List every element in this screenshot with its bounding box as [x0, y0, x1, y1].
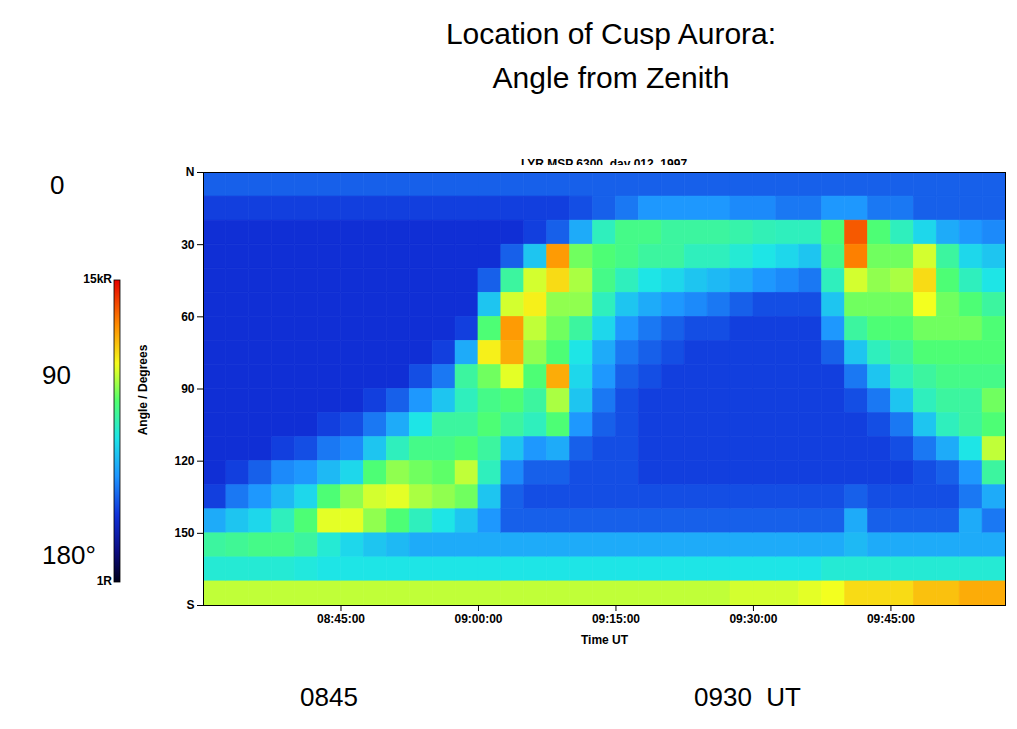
svg-text:Time UT: Time UT [581, 633, 629, 647]
html-text:0845: 0845 [300, 682, 358, 712]
svg-text:S: S [186, 598, 194, 612]
svg-text:09:00:00: 09:00:00 [454, 612, 502, 626]
svg-text:90: 90 [181, 382, 195, 396]
html-text:0: 0 [50, 170, 65, 200]
html-text:Location of Cusp Aurora: Angle: Location of Cusp Aurora: Angle from Zeni… [445, 17, 777, 94]
svg-text:09:45:00: 09:45:00 [867, 612, 915, 626]
html-text:0930 UT: 0930 UT [694, 682, 801, 712]
html-text:15kR: 15kR [83, 272, 112, 286]
svg-text:N: N [186, 165, 195, 179]
html-text:90: 90 [42, 360, 71, 390]
svg-text:30: 30 [181, 238, 195, 252]
svg-text:09:30:00: 09:30:00 [729, 612, 777, 626]
html-text:Angle / Degrees: Angle / Degrees [136, 344, 150, 436]
html-text:180°: 180° [42, 540, 96, 570]
svg-text:60: 60 [181, 310, 195, 324]
html-text:LYR MSP 6300, day 012, 1997: LYR MSP 6300, day 012, 1997 [520, 157, 688, 171]
svg-text:09:15:00: 09:15:00 [592, 612, 640, 626]
svg-text:150: 150 [174, 526, 194, 540]
html-text:1R: 1R [96, 574, 112, 588]
svg-text:08:45:00: 08:45:00 [317, 612, 365, 626]
svg-text:120: 120 [174, 454, 194, 468]
